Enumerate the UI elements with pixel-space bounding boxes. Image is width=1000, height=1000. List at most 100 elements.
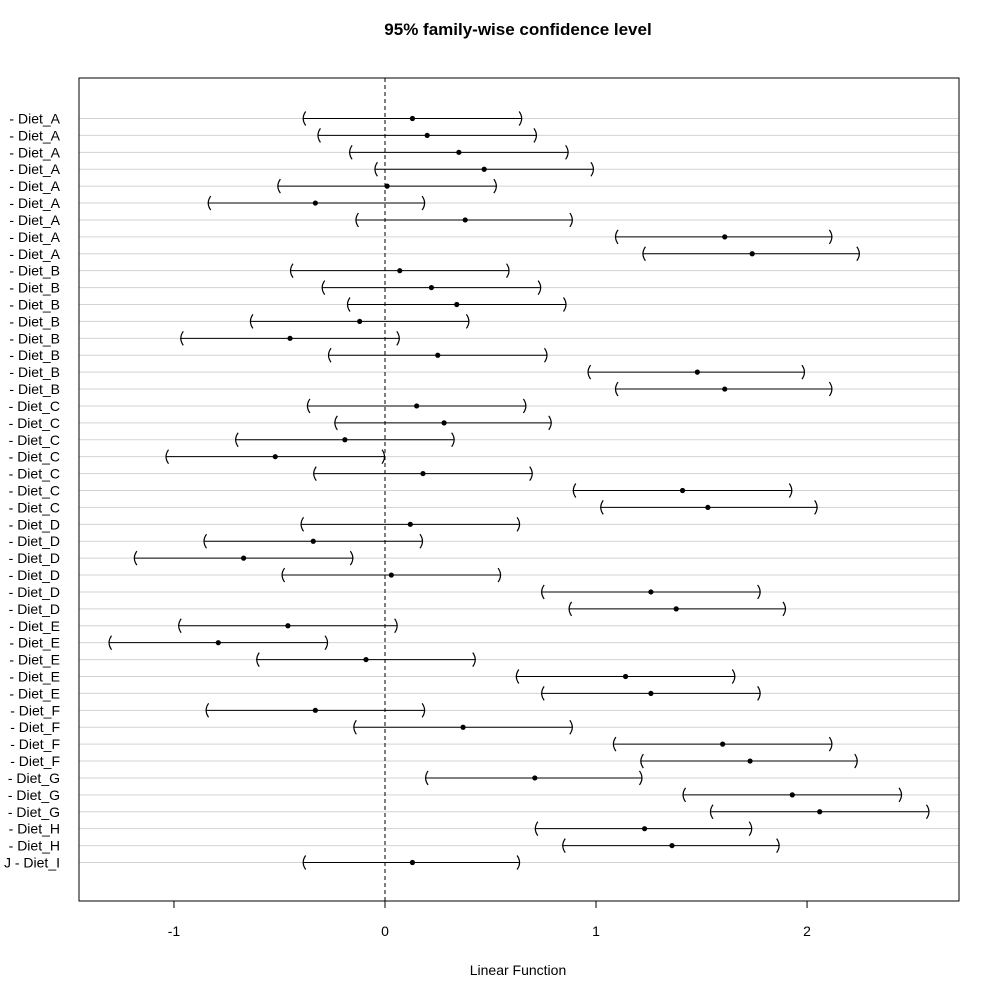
interval-row bbox=[349, 144, 569, 160]
comparison-label: - Diet_F bbox=[10, 736, 60, 752]
comparison-label: - Diet_G bbox=[8, 770, 60, 786]
interval-row bbox=[541, 584, 761, 600]
interval-upper-bracket bbox=[419, 533, 424, 549]
interval-lower-bracket bbox=[374, 161, 378, 177]
interval-upper-bracket bbox=[638, 770, 643, 786]
interval-upper-bracket bbox=[569, 719, 573, 735]
estimate-point bbox=[363, 656, 369, 663]
estimate-point bbox=[747, 758, 753, 764]
interval-lower-bracket bbox=[302, 855, 307, 870]
comparison-label: - Diet_E bbox=[9, 652, 60, 668]
comparison-label: - Diet_A bbox=[9, 178, 60, 194]
interval-upper-bracket bbox=[748, 821, 753, 837]
interval-upper-bracket bbox=[537, 280, 542, 295]
estimate-point bbox=[420, 470, 426, 477]
interval-lower-bracket bbox=[353, 719, 357, 735]
interval-row bbox=[108, 635, 329, 651]
interval-upper-bracket bbox=[506, 263, 510, 279]
interval-lower-bracket bbox=[515, 669, 520, 684]
interval-upper-bracket bbox=[516, 516, 521, 532]
interval-upper-bracket bbox=[565, 144, 569, 160]
comparison-label: - Diet_F bbox=[10, 702, 60, 718]
interval-row bbox=[709, 804, 930, 820]
interval-upper-bracket bbox=[394, 618, 398, 634]
interval-row bbox=[180, 330, 400, 346]
comparison-label: - Diet_D bbox=[9, 584, 60, 600]
comparison-label: - Diet_D bbox=[9, 567, 60, 583]
estimate-point bbox=[789, 792, 795, 798]
interval-lower-bracket bbox=[424, 770, 429, 786]
estimate-point bbox=[414, 403, 420, 409]
interval-upper-bracket bbox=[782, 601, 787, 617]
interval-row bbox=[612, 736, 833, 752]
interval-row bbox=[374, 161, 595, 177]
estimate-point bbox=[397, 268, 403, 274]
x-axis: -1 0 1 2 bbox=[168, 901, 811, 939]
estimate-point bbox=[532, 775, 538, 781]
interval-lower-bracket bbox=[534, 821, 539, 837]
estimate-point bbox=[312, 200, 318, 206]
interval-lower-bracket bbox=[600, 500, 604, 515]
interval-upper-bracket bbox=[776, 838, 780, 853]
interval-row bbox=[614, 229, 833, 245]
comparison-label: - Diet_B bbox=[9, 330, 60, 346]
interval-upper-bracket bbox=[516, 855, 521, 870]
interval-lower-bracket bbox=[334, 415, 338, 431]
comparison-label: - Diet_A bbox=[9, 246, 60, 262]
interval-row bbox=[321, 280, 542, 295]
interval-upper-bracket bbox=[925, 804, 930, 820]
comparison-label: - Diet_H bbox=[9, 838, 60, 854]
interval-row bbox=[207, 195, 426, 211]
estimate-point bbox=[384, 183, 390, 189]
interval-upper-bracket bbox=[529, 466, 533, 481]
comparison-label: - Diet_A bbox=[9, 229, 60, 245]
x-tick-label: 2 bbox=[803, 923, 811, 939]
interval-upper-bracket bbox=[562, 297, 567, 312]
interval-upper-bracket bbox=[828, 736, 833, 752]
interval-lower-bracket bbox=[205, 702, 210, 718]
interval-row bbox=[289, 263, 510, 279]
estimate-point bbox=[435, 352, 441, 358]
comparison-label: - Diet_B bbox=[9, 297, 60, 313]
interval-lower-bracket bbox=[327, 347, 332, 363]
interval-lower-bracket bbox=[568, 601, 573, 617]
interval-upper-bracket bbox=[421, 702, 426, 718]
interval-row bbox=[203, 533, 424, 549]
comparison-label: - Diet_B bbox=[9, 263, 60, 279]
interval-lower-bracket bbox=[709, 804, 714, 820]
gridlines bbox=[79, 118, 959, 863]
comparison-label: - Diet_H bbox=[9, 821, 60, 837]
comparison-label: - Diet_B bbox=[9, 381, 60, 397]
estimate-point bbox=[287, 335, 293, 341]
interval-lower-bracket bbox=[235, 432, 239, 448]
interval-upper-bracket bbox=[522, 398, 527, 414]
interval-row bbox=[346, 297, 567, 312]
estimate-point bbox=[722, 234, 728, 240]
comparison-label: - Diet_G bbox=[8, 787, 60, 803]
interval-row bbox=[302, 111, 523, 126]
interval-lower-bracket bbox=[281, 567, 286, 583]
estimate-point bbox=[357, 318, 363, 325]
interval-lower-bracket bbox=[562, 838, 566, 853]
estimate-point bbox=[622, 673, 629, 680]
estimate-point bbox=[722, 386, 728, 392]
interval-upper-bracket bbox=[451, 432, 455, 448]
estimate-point bbox=[312, 707, 318, 713]
estimate-point bbox=[641, 826, 648, 832]
estimate-point bbox=[648, 690, 654, 697]
interval-lower-bracket bbox=[321, 280, 326, 295]
comparison-label: - Diet_B bbox=[9, 347, 60, 363]
estimate-point bbox=[481, 166, 487, 172]
interval-row bbox=[317, 128, 538, 143]
interval-lower-bracket bbox=[300, 516, 305, 532]
interval-upper-bracket bbox=[533, 128, 538, 143]
interval-row bbox=[541, 686, 761, 701]
interval-row bbox=[353, 719, 573, 735]
interval-row bbox=[640, 753, 858, 769]
interval-upper-bracket bbox=[898, 787, 903, 803]
interval-row bbox=[534, 821, 753, 837]
interval-lower-bracket bbox=[541, 584, 545, 600]
estimate-point bbox=[407, 521, 413, 527]
interval-row bbox=[165, 449, 386, 465]
